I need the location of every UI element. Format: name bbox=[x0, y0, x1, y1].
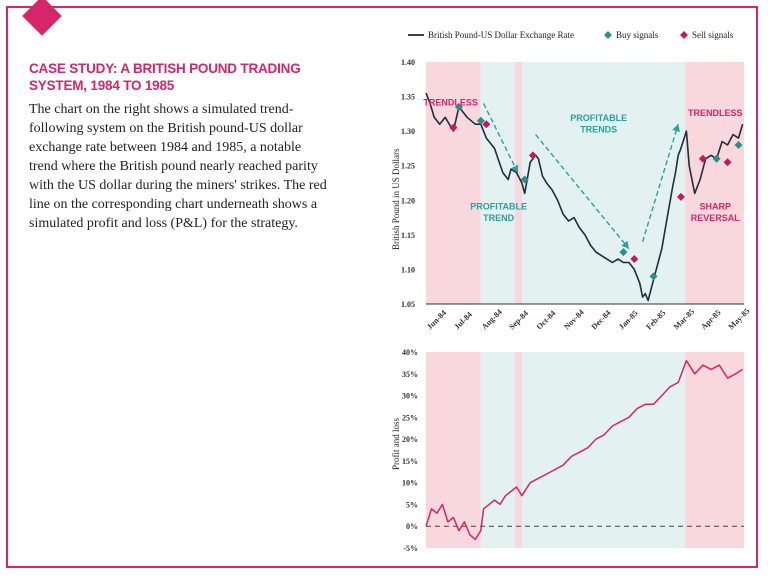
x-tick-label: May-85 bbox=[727, 307, 752, 332]
chart-legend: British Pound-US Dollar Exchange Rate Buy… bbox=[408, 30, 734, 40]
annotation-label: TRENDLESS bbox=[423, 98, 478, 108]
trend-arrow bbox=[641, 124, 679, 242]
sell-signal-marker bbox=[482, 120, 491, 129]
x-tick-label: Jun-84 bbox=[425, 308, 448, 331]
case-study-body: The chart on the right shows a simulated… bbox=[29, 102, 327, 231]
x-tick-label: Apr-85 bbox=[699, 308, 722, 331]
legend-label: Buy signals bbox=[616, 30, 659, 40]
shaded-region-trendless bbox=[685, 62, 744, 304]
shaded-region-trendless bbox=[515, 352, 522, 548]
buy-signal-marker bbox=[734, 140, 743, 149]
x-tick-label: Sep-84 bbox=[507, 309, 530, 332]
buy-signal-marker bbox=[454, 102, 463, 111]
y-tick-label: 1.40 bbox=[401, 58, 415, 67]
shaded-region-trend bbox=[480, 62, 516, 304]
sell-signal-marker bbox=[676, 192, 685, 201]
x-tick-label: Mar-85 bbox=[672, 307, 696, 331]
y-tick-label: 25% bbox=[402, 413, 418, 422]
legend-label: British Pound-US Dollar Exchange Rate bbox=[428, 30, 574, 40]
y-tick-label: 40% bbox=[402, 348, 418, 357]
trend-arrow bbox=[482, 103, 519, 173]
trend-arrow-head bbox=[511, 164, 519, 173]
buy-signal-marker bbox=[476, 116, 485, 125]
y-tick-label: 1.35 bbox=[401, 93, 415, 102]
y-tick-label: 5% bbox=[406, 500, 418, 509]
trend-arrow-head bbox=[621, 240, 629, 249]
y-tick-label: 35% bbox=[402, 370, 418, 379]
shaded-region-trendless bbox=[426, 62, 481, 304]
shaded-region-trend bbox=[521, 352, 686, 548]
annotation-label: TRENDLESS bbox=[688, 108, 743, 118]
y-axis-label: Profit and loss bbox=[391, 418, 401, 470]
annotation-label: PROFITABLE bbox=[470, 201, 527, 211]
y-axis-label: British Pound in US Dollars bbox=[391, 148, 401, 250]
y-tick-label: 0% bbox=[406, 522, 418, 531]
y-tick-label: 1.15 bbox=[401, 231, 415, 240]
y-tick-label: -5% bbox=[403, 544, 418, 553]
case-study-title: CASE STUDY: A BRITISH POUND TRADING SYST… bbox=[29, 61, 301, 93]
y-tick-label: 20% bbox=[402, 435, 418, 444]
annotation-label: TRENDS bbox=[580, 125, 617, 135]
trend-arrow bbox=[535, 134, 630, 250]
shaded-region-trend bbox=[480, 352, 516, 548]
legend-buy-swatch bbox=[604, 31, 612, 39]
shaded-region-trendless bbox=[515, 62, 522, 304]
trend-arrow-head bbox=[672, 124, 681, 133]
x-tick-label: Jul-84 bbox=[452, 310, 473, 331]
buy-signal-marker bbox=[520, 175, 529, 184]
annotation-label: REVERSAL bbox=[691, 213, 741, 223]
pnl-chart: 40% 35% 30% 25% 20% 15% 10% 5% 0% -5% Profit and l… bbox=[391, 348, 744, 553]
buy-signal-marker bbox=[712, 154, 721, 163]
y-tick-label: 1.30 bbox=[401, 127, 415, 136]
sell-signal-marker bbox=[630, 255, 639, 264]
annotation-label: SHARP bbox=[699, 201, 731, 211]
shaded-region-trendless bbox=[685, 352, 744, 548]
buy-signal-marker bbox=[619, 248, 628, 257]
exchange-rate-chart: 1.40 1.35 1.30 1.25 1.20 1.15 1.10 1.05 British … bbox=[391, 58, 752, 331]
sell-signal-marker bbox=[698, 154, 707, 163]
annotation-label: PROFITABLE bbox=[570, 113, 627, 123]
annotation-label: TREND bbox=[483, 213, 514, 223]
y-tick-label: 15% bbox=[402, 457, 418, 466]
x-tick-label: Oct-84 bbox=[535, 309, 558, 332]
x-tick-label: Dec-84 bbox=[590, 308, 613, 331]
y-tick-label: 10% bbox=[402, 479, 418, 488]
buy-signal-marker bbox=[649, 272, 658, 281]
legend-sell-swatch bbox=[680, 31, 688, 39]
legend-label: Sell signals bbox=[692, 30, 734, 40]
x-tick-label: Jan-85 bbox=[617, 309, 640, 332]
x-tick-label: Aug-84 bbox=[480, 307, 504, 331]
y-tick-label: 1.05 bbox=[401, 300, 415, 309]
y-tick-label: 30% bbox=[402, 392, 418, 401]
shaded-region-trendless bbox=[426, 352, 481, 548]
x-tick-label: Feb-85 bbox=[644, 308, 667, 331]
y-tick-label: 1.10 bbox=[401, 265, 415, 274]
x-tick-label: Nov-84 bbox=[562, 308, 586, 332]
y-tick-label: 1.20 bbox=[401, 196, 415, 205]
page-frame bbox=[6, 6, 758, 568]
series-line-pnl bbox=[425, 359, 744, 541]
sell-signal-marker bbox=[528, 151, 537, 160]
sell-signal-marker bbox=[449, 123, 458, 132]
series-line-exchange-rate bbox=[425, 92, 744, 302]
y-tick-label: 1.25 bbox=[401, 162, 415, 171]
sell-signal-marker bbox=[723, 158, 732, 167]
